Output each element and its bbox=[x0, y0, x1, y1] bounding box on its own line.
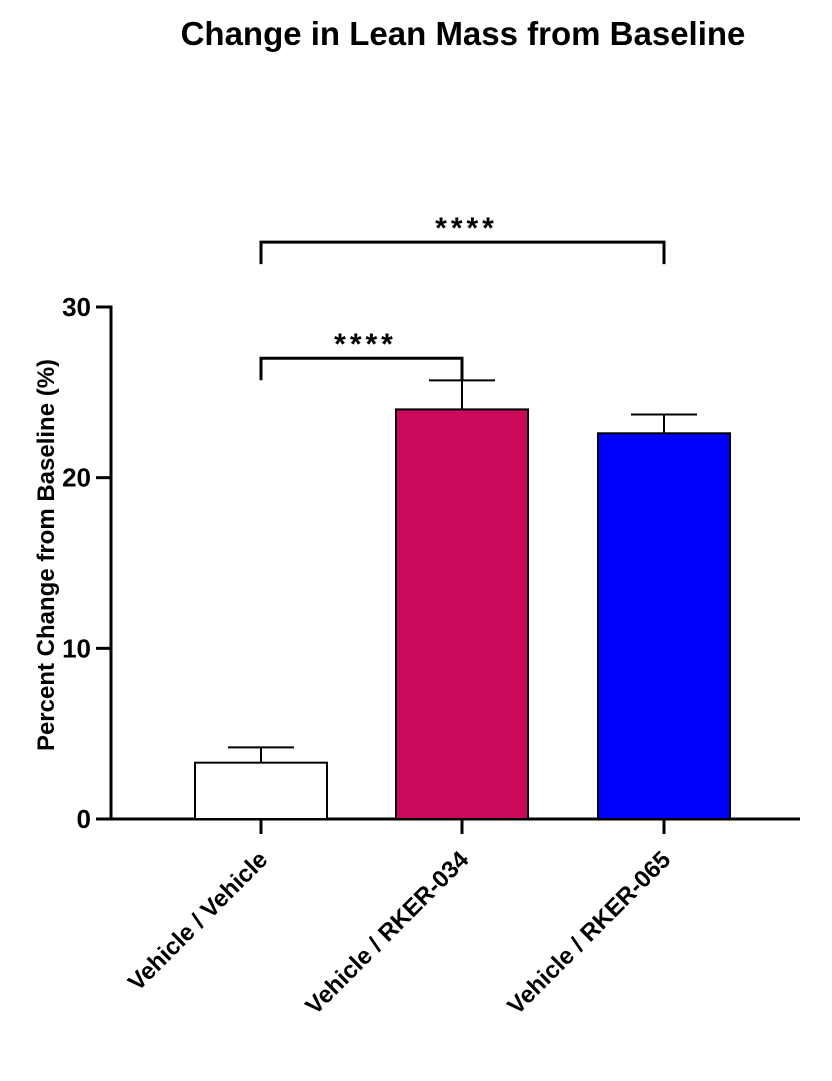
x-tick-label: Vehicle / Vehicle bbox=[123, 846, 273, 996]
significance-bracket bbox=[259, 356, 464, 381]
y-tick-label: 20 bbox=[62, 463, 91, 493]
x-tick-label: Vehicle / RKER-065 bbox=[502, 846, 676, 1020]
y-axis-label: Percent Change from Baseline (%) bbox=[33, 359, 60, 751]
bar bbox=[395, 408, 529, 820]
bar bbox=[597, 432, 731, 820]
x-tick-label: Vehicle / RKER-034 bbox=[300, 846, 474, 1020]
chart-title: Change in Lean Mass from Baseline bbox=[181, 15, 746, 52]
y-tick-label: 30 bbox=[62, 292, 91, 322]
bar bbox=[194, 761, 328, 820]
significance-label: **** bbox=[435, 212, 498, 245]
y-tick-label: 0 bbox=[77, 804, 91, 834]
significance-bracket bbox=[259, 240, 666, 265]
significance-label: **** bbox=[334, 328, 397, 361]
y-tick-label: 10 bbox=[62, 633, 91, 663]
